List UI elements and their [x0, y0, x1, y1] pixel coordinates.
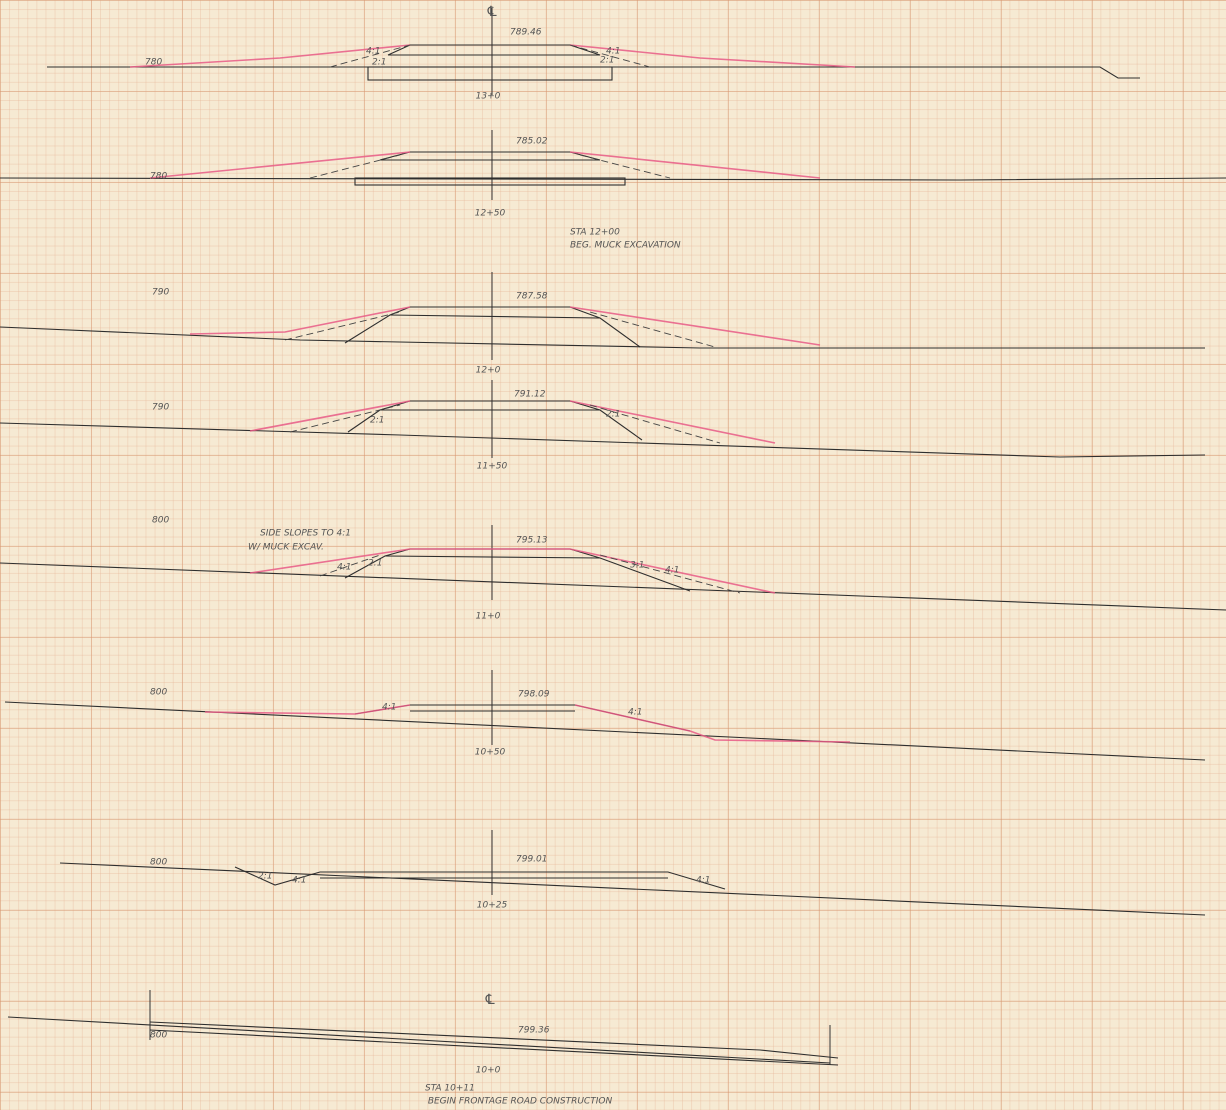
road-line	[149, 1029, 839, 1066]
grade-label: 785.02	[516, 137, 548, 147]
road-line	[379, 151, 601, 161]
slopes-label: 4:1	[337, 563, 351, 573]
grade-label: 799.01	[516, 855, 548, 865]
pink-line	[249, 400, 411, 432]
dash-line	[284, 311, 401, 341]
ground-line	[0, 422, 1206, 458]
slopes-label: 4:1	[382, 703, 396, 713]
slopes-label: 4:1	[606, 47, 620, 57]
pink-line	[569, 151, 821, 179]
slopes-label: 4:1	[628, 708, 642, 718]
grade-label: 791.12	[514, 390, 546, 400]
elevation-label: 800	[150, 1031, 167, 1041]
dash-line	[309, 154, 401, 179]
dash-line	[589, 311, 716, 348]
slopes-label: 4:1	[292, 876, 306, 886]
ground-line	[47, 66, 1140, 79]
pink-line	[189, 306, 411, 335]
centerline-label: ℄	[486, 4, 499, 20]
pink-line	[204, 704, 411, 715]
pink-line	[574, 704, 851, 743]
elevation-label: 800	[150, 688, 167, 698]
note-label: STA 12+00	[570, 228, 620, 238]
road-line	[234, 866, 726, 890]
note-label: STA 10+11	[425, 1084, 475, 1094]
slopes-label: 2:1	[372, 58, 386, 68]
station-label: 10+25	[477, 901, 508, 911]
ground-line	[59, 862, 1206, 916]
station-label: 12+50	[475, 209, 506, 219]
grade-label: 798.09	[518, 690, 550, 700]
dash-line	[569, 44, 651, 68]
elevation-label: 800	[152, 516, 169, 526]
slopes-label: 2:1	[600, 56, 614, 66]
pink-line	[149, 151, 411, 179]
elevation-label: 780	[145, 58, 162, 68]
muck-excavation	[367, 66, 613, 81]
station-label: 10+0	[476, 1066, 501, 1076]
slopes-label: 4:1	[366, 47, 380, 57]
dash-line	[589, 404, 721, 444]
ground-line	[0, 562, 1226, 611]
centerline-label: ℄	[484, 992, 497, 1008]
dash-line	[579, 154, 671, 179]
grade-label: 795.13	[516, 536, 548, 546]
muck-excavation	[354, 177, 626, 186]
grade-label: 787.58	[516, 292, 548, 302]
note-label: BEGIN FRONTAGE ROAD CONSTRUCTION	[428, 1097, 613, 1107]
ground-line	[0, 177, 1226, 181]
station-label: 10+50	[475, 748, 506, 758]
pink-line	[569, 44, 856, 68]
station-label: 11+0	[476, 612, 501, 622]
elevation-label: 780	[150, 172, 167, 182]
road-line	[347, 400, 643, 441]
elevation-label: 790	[152, 403, 169, 413]
road-line	[389, 314, 601, 319]
road-line	[384, 555, 601, 559]
station-label: 13+0	[476, 92, 501, 102]
slopes-label: 2:1	[370, 416, 384, 426]
grade-label: 799.36	[518, 1026, 550, 1036]
note-label: BEG. MUCK EXCAVATION	[570, 241, 681, 251]
slopes-label: 2:1	[606, 410, 620, 420]
elevation-label: 800	[150, 858, 167, 868]
road-line	[344, 306, 641, 348]
station-label: 12+0	[476, 366, 501, 376]
slopes-label: 2:1	[368, 559, 382, 569]
road-line	[149, 1021, 839, 1059]
elevation-label: 790	[152, 288, 169, 298]
ground-line	[4, 701, 1206, 761]
road-line	[387, 44, 601, 56]
note-label: W/ MUCK EXCAV.	[248, 543, 324, 553]
ground-line	[7, 1016, 831, 1064]
grade-label: 789.46	[510, 28, 542, 38]
pink-line	[569, 400, 776, 444]
pink-line	[249, 548, 776, 594]
slopes-label: 4:1	[696, 876, 710, 886]
slopes-label: 2:1	[258, 872, 272, 882]
pink-line	[129, 44, 411, 68]
dash-line	[289, 404, 401, 433]
dash-line	[599, 554, 741, 594]
slopes-label: 3:1	[630, 561, 644, 571]
slopes-label: 4:1	[665, 566, 679, 576]
station-label: 11+50	[477, 462, 508, 472]
ground-line	[0, 326, 1205, 349]
dash-line	[329, 44, 411, 68]
note-label: SIDE SLOPES TO 4:1	[260, 529, 351, 539]
pink-line	[569, 306, 821, 346]
